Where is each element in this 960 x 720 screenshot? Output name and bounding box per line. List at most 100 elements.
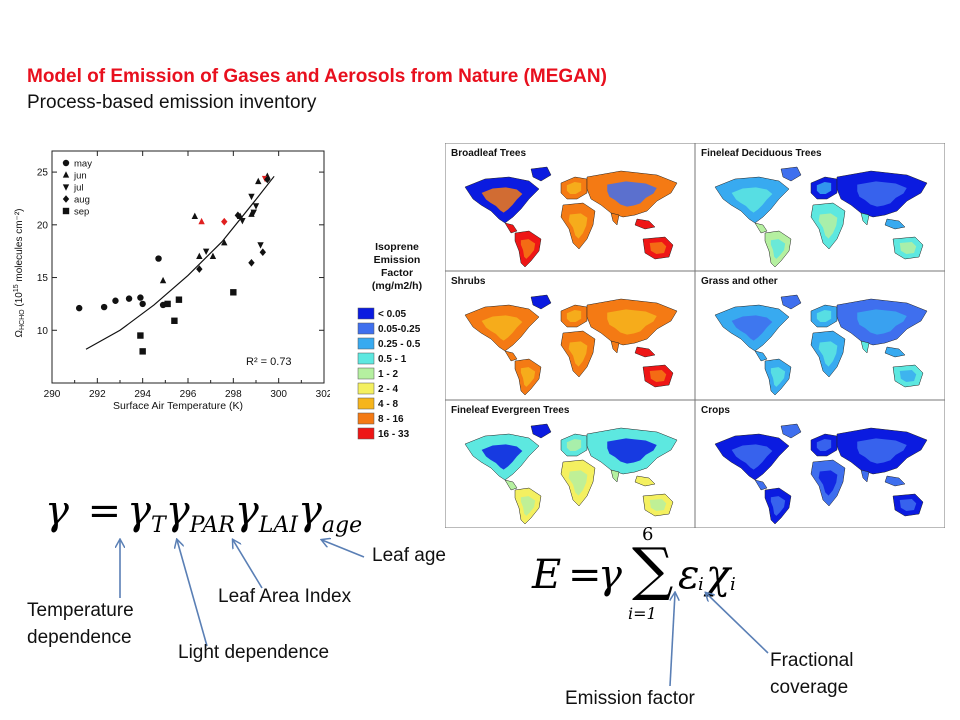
continent-fill-eu (566, 181, 582, 195)
world-map (714, 166, 928, 268)
legend-swatch (357, 352, 375, 365)
emission-factor-label: Emission factor (565, 688, 695, 709)
data-point-aug (234, 211, 242, 220)
continent-ca (504, 222, 518, 234)
map-panel-label: Fineleaf Evergreen Trees (451, 405, 570, 416)
continent-fill-as (607, 438, 657, 464)
arrow-fractional-coverage (706, 593, 769, 654)
temperature-dependence-label-line2: dependence (27, 627, 132, 648)
data-point-jul (257, 242, 264, 249)
x-tick-label: 296 (180, 389, 197, 400)
x-tick-label: 300 (270, 389, 287, 400)
world-map (464, 166, 678, 268)
continent-sea (884, 346, 906, 358)
continent-fill-af (568, 341, 588, 367)
continent-gr (780, 423, 802, 439)
map-panel: Fineleaf Deciduous Trees (701, 148, 928, 268)
continent-fill-sa (770, 496, 786, 516)
map-panel-label: Crops (701, 405, 730, 416)
y-tick-label: 10 (37, 326, 49, 337)
light-dependence-label: Light dependence (178, 642, 330, 663)
leaf-area-index-label: Leaf Area Index (218, 586, 352, 607)
continent-fill-af (568, 213, 588, 239)
continent-fill-as (857, 181, 907, 207)
continent-fill-na (481, 315, 523, 341)
data-point-may (100, 303, 108, 311)
legend-label: jul (73, 183, 84, 194)
continent-ind (860, 212, 870, 226)
data-point-jun (221, 238, 228, 246)
legend-item-label: 0.5 - 1 (378, 354, 407, 365)
y-axis-label: ΩHCHO (1015 molecules cm⁻²) (13, 209, 26, 338)
continent-fill-na (481, 187, 523, 213)
data-point-may (125, 295, 133, 302)
world-map (464, 423, 678, 525)
continent-gr (530, 423, 552, 439)
legend-label: jun (73, 171, 87, 182)
map-panel: Fineleaf Evergreen Trees (451, 405, 678, 525)
legend-marker-aug (62, 195, 70, 203)
continent-ind (610, 212, 620, 226)
continent-gr (780, 294, 802, 310)
legend-title-line: Isoprene (375, 241, 419, 253)
data-point-jul (248, 193, 255, 201)
arrow-emission-factor (669, 593, 675, 687)
continent-gr (530, 166, 552, 182)
legend-swatch (357, 367, 375, 380)
data-point-aug (259, 248, 266, 257)
data-point-may (155, 255, 162, 262)
data-point-jul (250, 209, 257, 216)
x-tick-label: 290 (44, 389, 61, 400)
continent-fill-as (857, 309, 907, 335)
data-point-sep (137, 332, 144, 339)
continent-sea (884, 475, 906, 487)
map-panel: Crops (701, 405, 928, 525)
y-tick-label: 15 (37, 273, 49, 284)
data-point-jul (252, 203, 260, 210)
world-map (714, 294, 928, 396)
map-panel: Grass and other (701, 276, 928, 396)
continent-sea (634, 475, 656, 487)
continent-ind (610, 469, 620, 483)
continent-fill-sa (770, 239, 786, 259)
continent-fill-au (899, 241, 917, 255)
isoprene-emission-legend: Isoprene Emission Factor (mg/m2/h) < 0.05 0.… (356, 238, 438, 458)
legend-title-line: (mg/m2/h) (372, 280, 422, 292)
continent-fill-sa (520, 367, 536, 387)
continent-fill-af (568, 470, 588, 496)
continent-sea (634, 346, 656, 358)
temperature-dependence-label-line1: Temperature (27, 600, 134, 621)
map-panel-label: Fineleaf Deciduous Trees (701, 148, 822, 159)
map-panel-label: Shrubs (451, 276, 486, 287)
continent-fill-au (899, 369, 917, 383)
fractional-coverage-label-line1: Fractional (770, 650, 854, 671)
y-tick-label: 20 (37, 220, 49, 231)
leaf-age-label: Leaf age (372, 545, 446, 566)
continent-ca (754, 350, 768, 362)
data-point-sep (139, 348, 146, 355)
fit-curve (85, 175, 275, 350)
slide-title: Model of Emission of Gases and Aerosols … (27, 66, 607, 87)
continent-fill-af (818, 341, 838, 367)
continent-fill-sa (520, 239, 536, 259)
map-panel-label: Broadleaf Trees (451, 148, 526, 159)
legend-item-label: 0.25 - 0.5 (378, 339, 421, 350)
data-point-jun (198, 217, 205, 225)
map-panel: Shrubs (451, 276, 678, 396)
continent-sea (634, 218, 656, 230)
slide-subtitle: Process-based emission inventory (27, 92, 317, 113)
continent-fill-au (649, 498, 667, 512)
continent-fill-au (649, 241, 667, 255)
continent-ca (754, 222, 768, 234)
legend-swatch (357, 412, 375, 425)
data-point-jul (239, 218, 246, 225)
continent-gr (780, 166, 802, 182)
continent-sea (884, 218, 906, 230)
continent-ind (610, 340, 620, 354)
data-point-sep (164, 300, 171, 308)
data-point-jun (191, 212, 198, 219)
legend-item-label: 4 - 8 (378, 399, 398, 410)
continent-gr (530, 294, 552, 310)
map-panel-label: Grass and other (701, 276, 778, 287)
